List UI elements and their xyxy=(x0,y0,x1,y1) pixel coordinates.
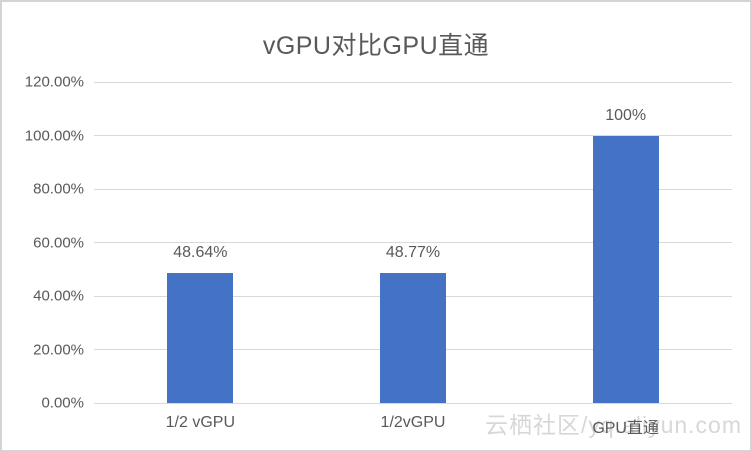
gridline xyxy=(94,81,732,83)
bar-value-label: 48.64% xyxy=(173,243,228,261)
watermark: 云栖社区/yq.aliyun.com xyxy=(484,412,742,438)
bar-series1-0 xyxy=(167,272,234,403)
y-axis: 0.00% 20.00% 40.00% 60.00% 80.00% 100.00% 120.… xyxy=(2,74,84,412)
gridline xyxy=(94,188,732,190)
x-axis-category-label: 1/2 vGPU xyxy=(165,414,236,431)
y-axis-tick-label: 120.00% xyxy=(24,73,84,91)
gridline xyxy=(94,402,732,404)
bar-series1-2 xyxy=(592,135,659,403)
bar-series1-1 xyxy=(380,272,446,403)
y-axis-tick-label: 80.00% xyxy=(33,180,84,198)
y-axis-tick-label: 60.00% xyxy=(33,234,84,251)
y-axis-tick-label: 20.00% xyxy=(33,341,84,358)
gridline xyxy=(94,135,732,136)
plot-area: 48.64% 48.77% 100% xyxy=(94,81,732,404)
x-axis-category-label: GPU直通 xyxy=(592,420,659,437)
bar-value-label: 100% xyxy=(605,106,647,124)
gridline xyxy=(94,242,732,243)
x-axis: 1/2 vGPU 1/2vGPU GPU直通 xyxy=(94,414,732,438)
chart-title: vGPU对比GPU直通 xyxy=(262,32,490,60)
y-axis-tick-label: 40.00% xyxy=(33,287,84,305)
bar-value-label: 48.77% xyxy=(385,243,441,261)
x-axis-category-label: 1/2vGPU xyxy=(380,414,446,431)
y-axis-tick-label: 0.00% xyxy=(41,394,84,412)
y-axis-tick-label: 100.00% xyxy=(24,127,84,144)
